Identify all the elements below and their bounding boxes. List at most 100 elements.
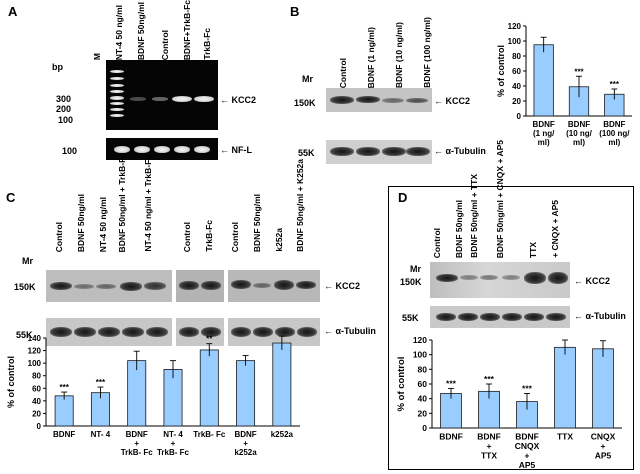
lane-label: BDNF 50ng/ml + TTX (469, 174, 479, 258)
western-blot-tubulin (430, 306, 570, 328)
gene-label: KCC2 (335, 281, 361, 291)
x-category-label: + (171, 439, 176, 448)
marker-label: 100 (62, 146, 78, 156)
bar (592, 348, 614, 429)
lane-label: BDNF 50ng/ml + K252a (295, 159, 305, 252)
gene-label: KCC2 (585, 276, 611, 286)
mw-label: 55K (402, 313, 419, 323)
lane-label: NT-4 50 ng/ml (98, 196, 108, 252)
lane-label: NT-4 50 ng/ml + TrkB-Fc (143, 155, 153, 252)
western-blot-kcc2 (46, 270, 172, 302)
x-category-label: BDNF (603, 120, 625, 129)
y-tick-label: 20 (418, 408, 428, 418)
x-category-label: BDNF (477, 432, 501, 442)
kcc2-arrow-label: ← KCC2 (220, 95, 256, 105)
agarose-gel-nfl (106, 138, 218, 160)
significance-label: *** (574, 67, 584, 76)
x-category-label: CNQX (591, 432, 616, 442)
bar (533, 44, 554, 117)
x-category-label: CNQX (515, 441, 540, 451)
x-category-label: + (487, 441, 492, 451)
arrow-icon: ← (220, 145, 229, 155)
x-category-label: + (601, 441, 606, 451)
significance-label: ** (279, 332, 286, 336)
x-category-label: ml) (538, 138, 550, 147)
tubulin-arrow-label: ← α-Tubulin (434, 146, 486, 156)
gene-label: KCC2 (231, 95, 257, 105)
significance-label: *** (522, 384, 533, 394)
kcc2-arrow-label: ← KCC2 (324, 281, 360, 291)
x-category-label: + (243, 439, 248, 448)
blot-lane-labels: Control BDNF 50ng/ml NT-4 50 ng/ml BDNF … (48, 153, 374, 252)
western-blot-tubulin (46, 318, 172, 346)
bar (554, 346, 576, 429)
lane-label: k252a (274, 228, 284, 252)
lane-label: BDNF (100 ng/ml) (422, 17, 432, 88)
x-category-label: NT- 4 (91, 430, 111, 439)
y-tick-label: 100 (28, 359, 42, 368)
y-tick-label: 120 (413, 335, 427, 345)
arrow-icon: ← (434, 146, 443, 156)
y-tick-label: 100 (413, 350, 427, 360)
x-category-label: BDNF (533, 120, 555, 129)
x-category-label: TrkB- Fc (121, 448, 154, 457)
x-category-label: BDNF (53, 430, 75, 439)
agarose-gel (106, 60, 218, 130)
x-category-label: ml) (608, 138, 620, 147)
significance-label: ** (206, 335, 213, 344)
x-category-label: BDNF (568, 120, 590, 129)
arrow-icon: ← (574, 276, 583, 286)
y-axis-label: % of control (496, 45, 506, 97)
panel-c-label: C (6, 190, 16, 205)
mw-label: 150K (14, 282, 36, 292)
x-category-label: TTX (557, 432, 573, 442)
x-category-label: BDNF (439, 432, 463, 442)
bar (199, 349, 219, 427)
western-blot-tubulin (228, 318, 320, 346)
tubulin-arrow-label: ← α-Tubulin (324, 326, 376, 336)
lane-label: TrkB-Fc (204, 220, 214, 252)
mw-label: 55K (16, 330, 33, 340)
bp-label: bp (52, 62, 63, 72)
lane-label: Control (160, 29, 170, 60)
arrow-icon: ← (574, 311, 583, 321)
x-category-label: BDNF (234, 430, 256, 439)
y-tick-label: 0 (422, 423, 427, 433)
arrow-icon: ← (220, 95, 229, 105)
lane-label: TrkB-Fc (202, 28, 212, 60)
western-blot-kcc2 (430, 262, 570, 298)
arrow-icon: ← (324, 326, 333, 336)
x-category-label: TrkB- Fc (193, 430, 226, 439)
panel-d-frame (388, 186, 634, 470)
significance-label: *** (96, 378, 106, 387)
kcc2-arrow-label: ← KCC2 (434, 96, 470, 106)
y-tick-label: 80 (418, 364, 428, 374)
significance-label: *** (484, 374, 495, 384)
mr-label: Mr (410, 264, 421, 274)
bar (236, 360, 256, 427)
lane-label: Control (338, 57, 348, 88)
marker-label: 200 (56, 104, 72, 114)
x-category-label: ml) (573, 138, 585, 147)
bar (440, 393, 462, 429)
bar (127, 360, 147, 427)
significance-label: *** (446, 378, 457, 388)
lane-label: + CNQX + AP5 (550, 200, 560, 258)
x-category-label: BDNF (126, 430, 148, 439)
gene-label: α-Tubulin (445, 146, 486, 156)
y-tick-label: 40 (32, 397, 41, 406)
mr-label: Mr (22, 256, 33, 266)
y-tick-label: 60 (418, 379, 428, 389)
significance-label: *** (59, 383, 69, 392)
western-blot-kcc2 (326, 88, 432, 112)
y-tick-label: 140 (28, 334, 42, 343)
y-tick-label: 80 (512, 52, 521, 61)
y-tick-label: 60 (512, 67, 521, 76)
lane-label: BDNF 50ng/ml (136, 1, 146, 60)
panel-a-label: A (8, 4, 18, 19)
lane-label: BDNF 50ng/ml (252, 193, 262, 252)
western-blot-kcc2 (228, 270, 320, 302)
bar (272, 342, 292, 427)
lane-label: Control (54, 221, 64, 252)
marker-label: 300 (56, 94, 72, 104)
